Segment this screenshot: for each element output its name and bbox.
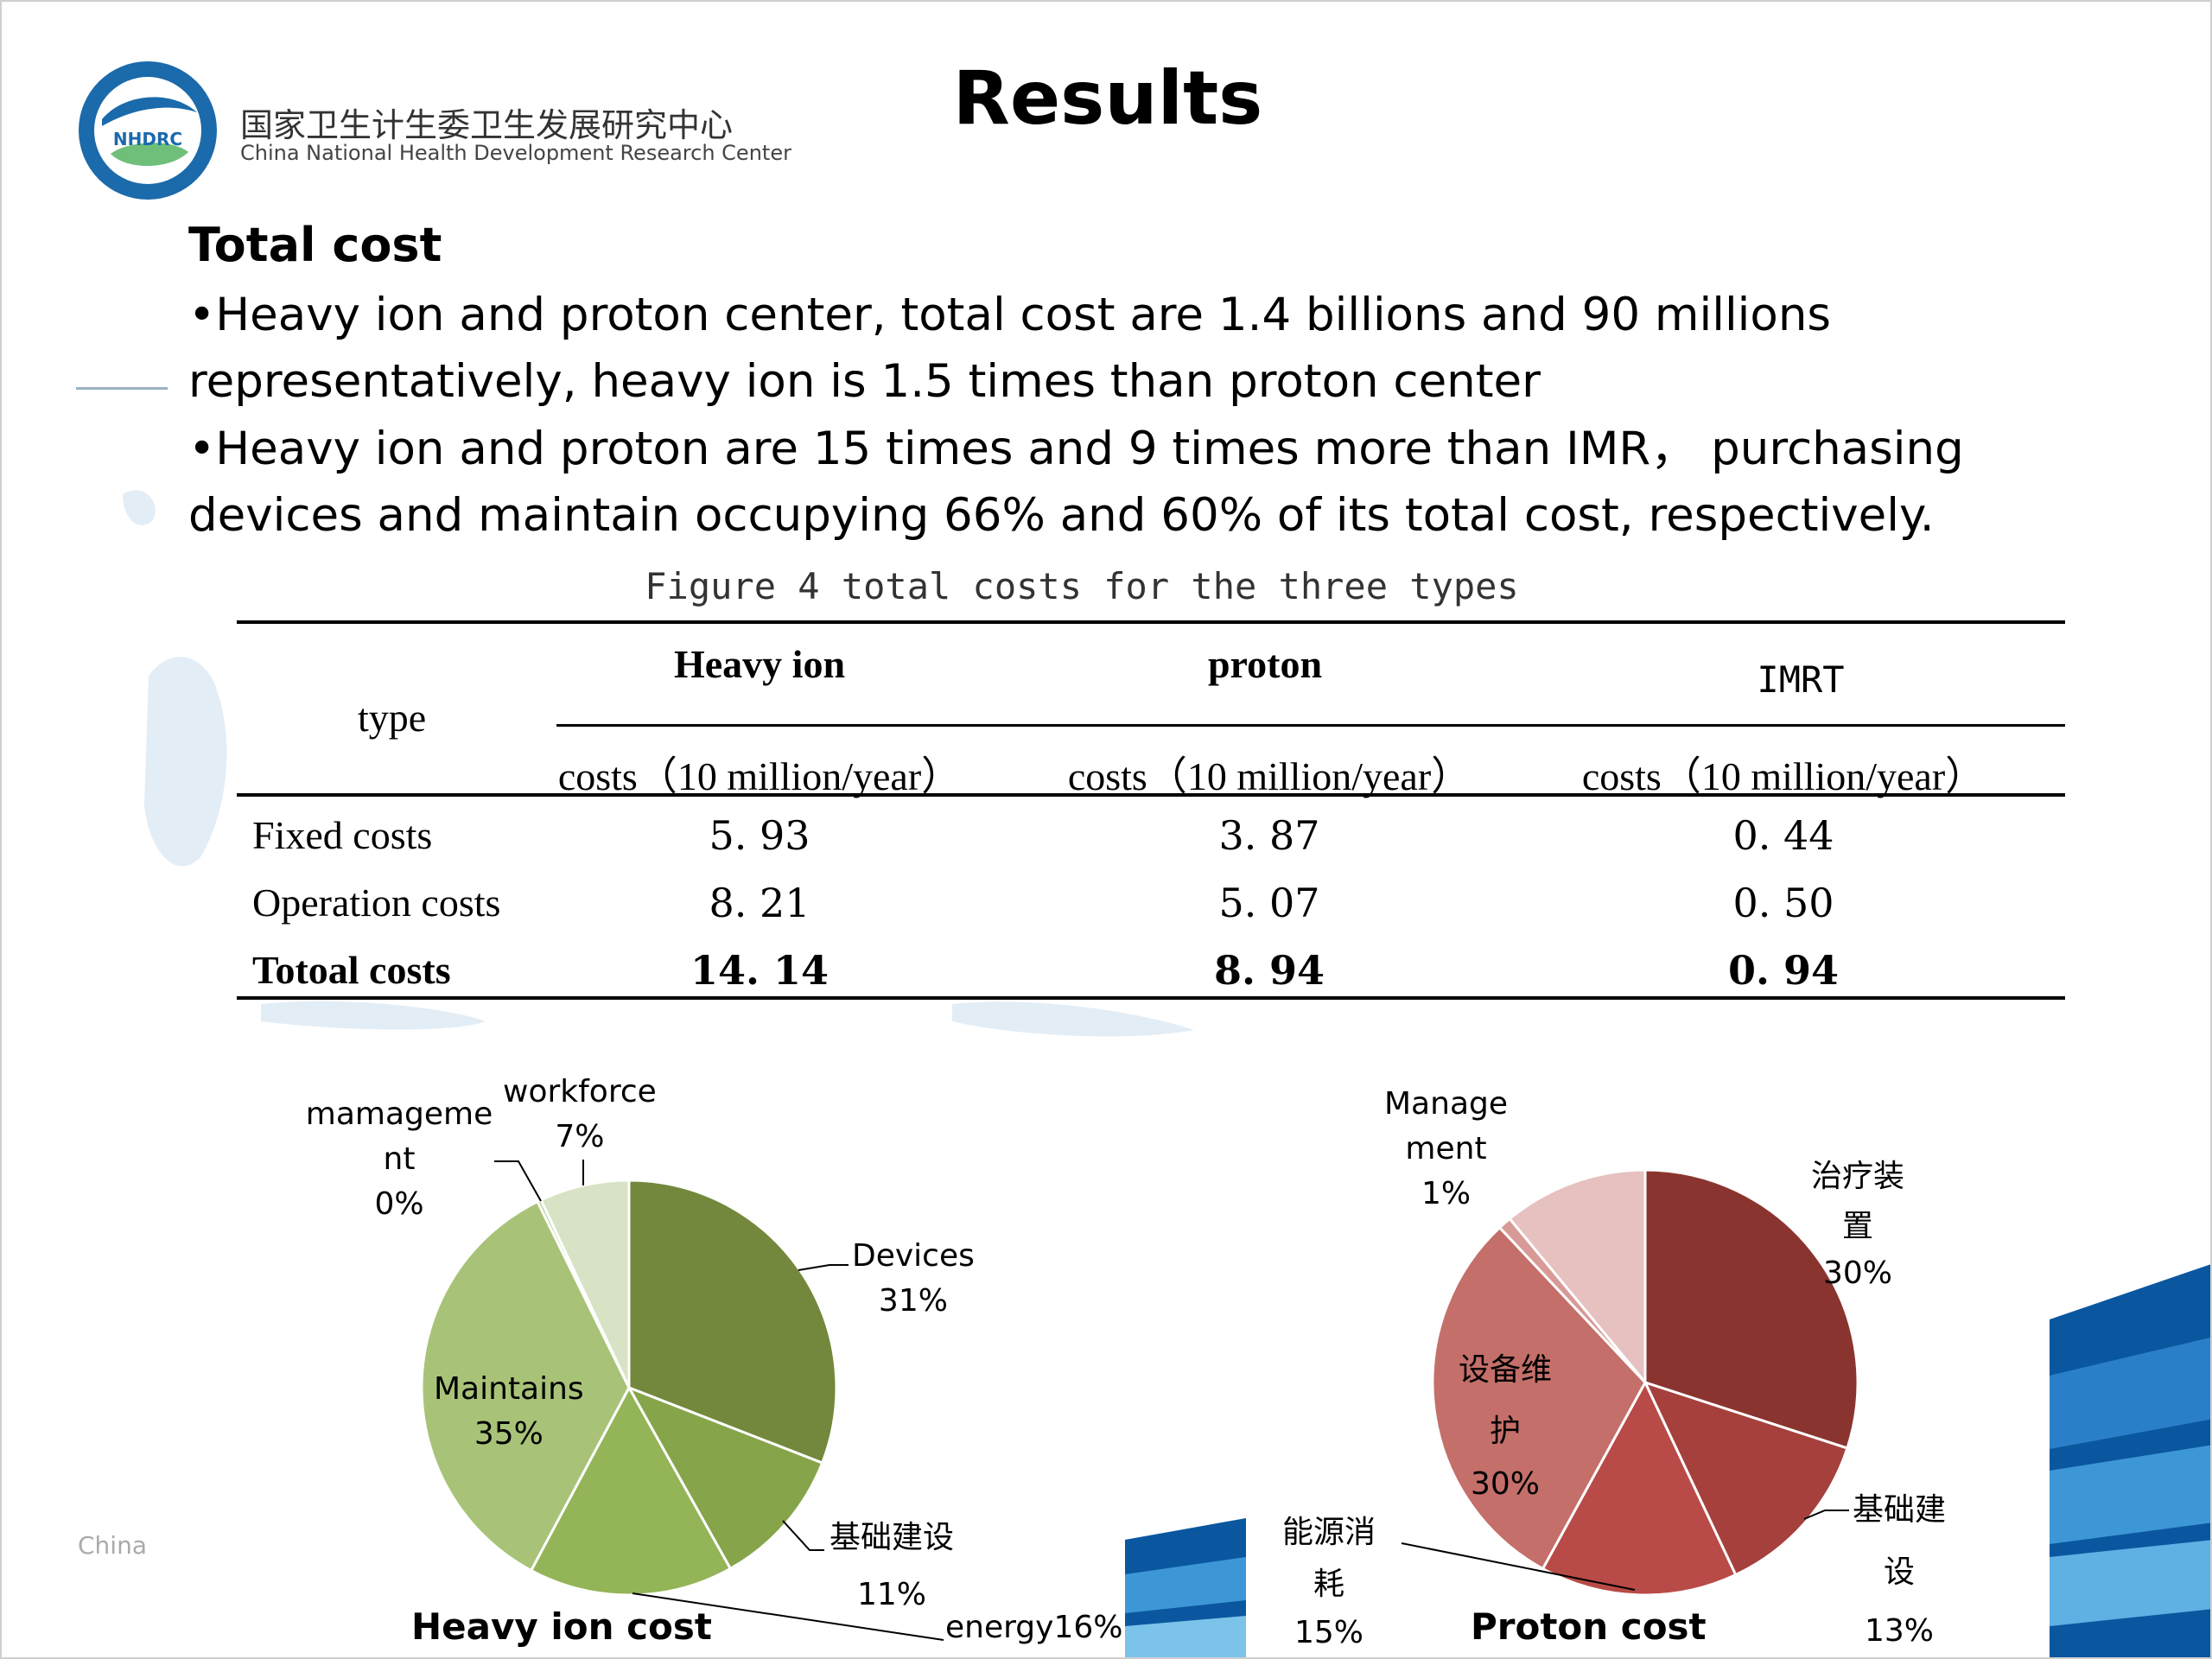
cell-fixed-heavy-ion: 5. 93	[709, 812, 810, 859]
footer-fragment: China	[78, 1531, 147, 1560]
label-text: 基础建	[1853, 1492, 1947, 1528]
table-top-rule	[237, 620, 2065, 624]
row-label-total-costs: Totoal costs	[252, 948, 451, 992]
cell-operation-proton: 5. 07	[1218, 880, 1320, 926]
label-heavy-infra: 基础建设 11%	[830, 1516, 954, 1618]
cell-total-heavy-ion: 14. 14	[690, 947, 830, 994]
label-heavy-maintains: Maintains 35%	[434, 1367, 584, 1457]
label-text: workforce	[503, 1074, 657, 1109]
map-blob	[952, 1001, 1194, 1037]
label-pct: 11%	[857, 1577, 927, 1612]
section-heading: Total cost	[188, 218, 442, 272]
chart-title-proton: Proton cost	[1471, 1605, 1707, 1648]
cell-operation-imrt: 0. 50	[1732, 880, 1834, 926]
label-text: mamageme	[305, 1096, 493, 1132]
label-text-2: ment	[1405, 1131, 1487, 1166]
label-pct: 30%	[1471, 1466, 1541, 1502]
row-label-fixed-costs: Fixed costs	[252, 813, 433, 857]
label-heavy-workforce: workforce 7%	[503, 1070, 657, 1160]
label-text: 能源消	[1282, 1515, 1376, 1550]
label-heavy-devices: Devices 31%	[852, 1234, 975, 1324]
label-pct: 1%	[1421, 1176, 1471, 1211]
table-group-proton: proton	[1207, 642, 1323, 686]
row-label-operation-costs: Operation costs	[252, 880, 501, 925]
label-pct: 35%	[474, 1416, 543, 1452]
map-blob	[123, 490, 156, 525]
org-name-chinese: 国家卫生计生委卫生发展研究中心	[240, 106, 734, 144]
label-text: Maintains	[434, 1371, 584, 1407]
chart-title-heavy-ion: Heavy ion cost	[411, 1605, 712, 1648]
label-text-2: 护	[1490, 1414, 1522, 1449]
table-caption: Figure 4 total costs for the three types	[645, 565, 1519, 607]
label-pct: 30%	[1823, 1255, 1893, 1291]
table-group-rule	[556, 724, 2065, 727]
label-pct: 13%	[1865, 1613, 1935, 1649]
label-proton-management: Manage ment 1%	[1384, 1082, 1508, 1217]
nhdrc-logo-icon: NHDRC	[79, 61, 217, 200]
table-type-header: type	[358, 696, 427, 740]
table-subheader-heavy-ion: costs（10 million/year）	[557, 754, 962, 798]
logo-text: NHDRC	[113, 129, 182, 149]
label-heavy-energy: energy16%	[945, 1610, 1123, 1645]
cell-total-proton: 8. 94	[1213, 947, 1325, 994]
table-subheader-imrt: costs（10 million/year）	[1581, 754, 1986, 798]
label-pct: 7%	[555, 1119, 605, 1154]
table-group-imrt: IMRT	[1757, 658, 1845, 701]
cell-operation-heavy-ion: 8. 21	[709, 880, 810, 926]
table-group-heavy-ion: Heavy ion	[673, 642, 846, 686]
label-proton-maintain: 设备维护 30%	[1459, 1339, 1552, 1507]
cell-total-imrt: 0. 94	[1727, 947, 1840, 994]
label-text: Manage	[1384, 1086, 1508, 1122]
table-bottom-rule	[237, 996, 2065, 1000]
label-text-2: 置	[1842, 1209, 1874, 1244]
map-blob	[144, 657, 227, 867]
table-header-rule	[237, 793, 2065, 797]
label-proton-device: 治疗装置 30%	[1811, 1151, 1904, 1296]
label-text-2: nt	[383, 1141, 416, 1177]
label-text: Devices	[852, 1238, 975, 1274]
label-pct: 31%	[878, 1283, 948, 1319]
corner-decoration-right	[2050, 1264, 2210, 1657]
label-text: 治疗装	[1811, 1159, 1905, 1194]
bullet-2: •Heavy ion and proton are 15 times and 9…	[188, 423, 1964, 542]
label-proton-infra: 基础建设 13%	[1853, 1484, 1946, 1654]
label-text: 设备维	[1459, 1352, 1553, 1388]
label-text-2: 耗	[1313, 1567, 1345, 1602]
map-blob	[261, 1001, 486, 1030]
cell-fixed-proton: 3. 87	[1218, 812, 1320, 859]
corner-decoration-bottom	[1125, 1518, 1246, 1657]
decorative-rule	[76, 387, 168, 390]
slide-title: Results	[952, 55, 1263, 142]
bullet-1: •Heavy ion and proton center, total cost…	[188, 289, 1832, 408]
label-proton-energy: 能源消耗 15%	[1282, 1507, 1376, 1656]
label-text-2: 设	[1884, 1554, 1916, 1590]
org-name-english: China National Health Development Resear…	[240, 141, 791, 165]
label-pct: 0%	[374, 1186, 424, 1222]
cell-fixed-imrt: 0. 44	[1732, 812, 1834, 859]
label-text: 基础建设	[830, 1520, 955, 1555]
table-subheader-proton: costs（10 million/year）	[1067, 754, 1471, 798]
label-heavy-management: mamageme nt 0%	[304, 1092, 494, 1227]
label-pct: 15%	[1294, 1615, 1364, 1650]
